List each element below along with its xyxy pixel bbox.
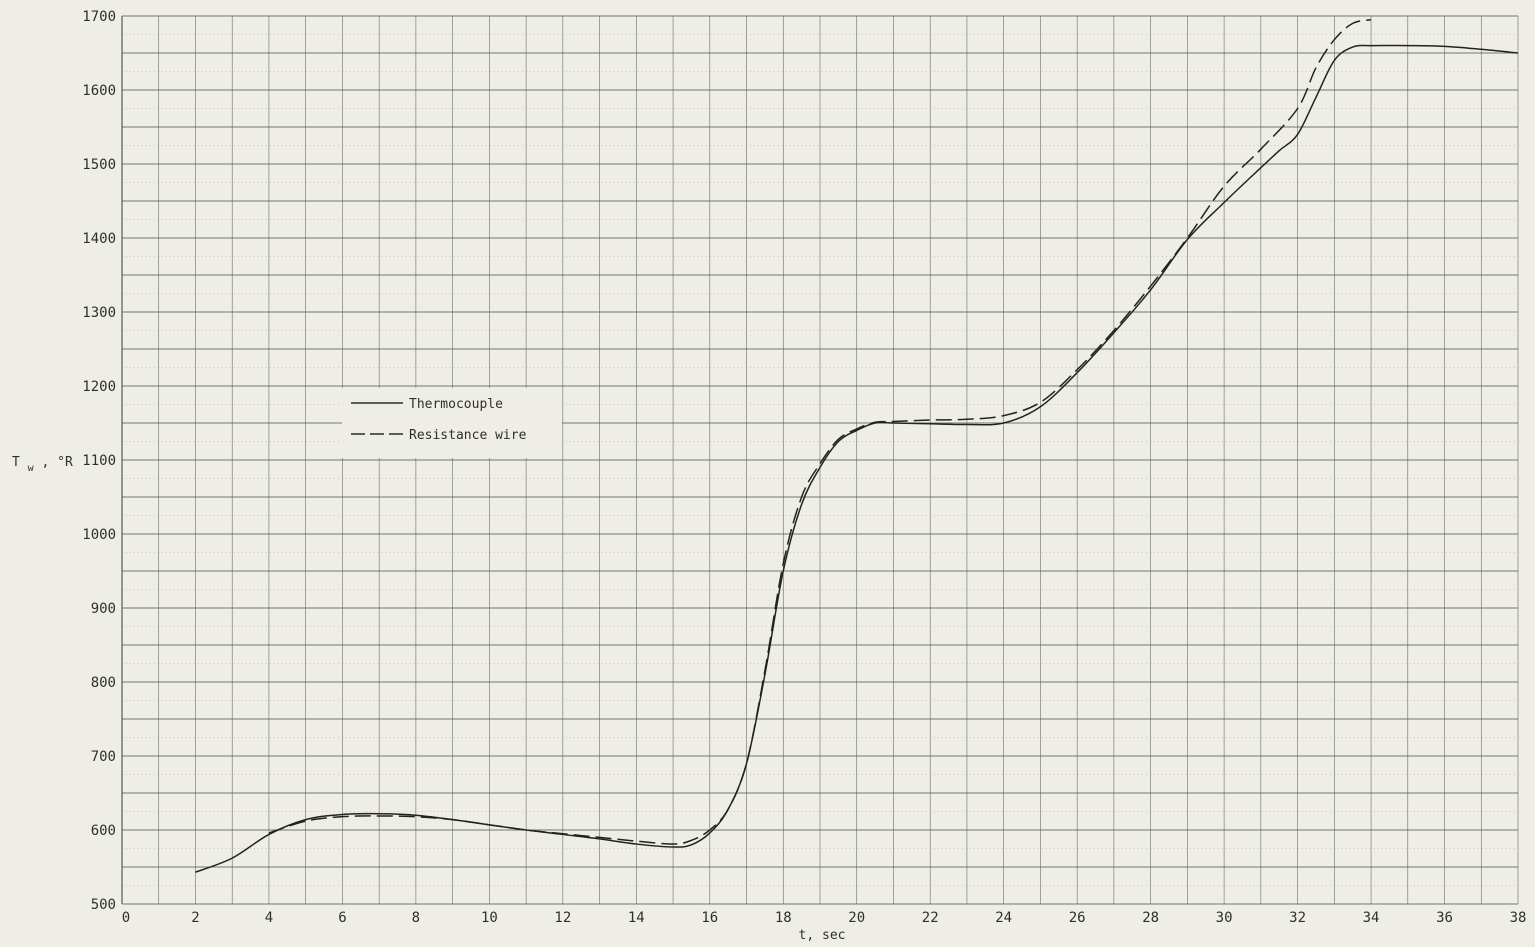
x-tick-label: 34 [1363, 910, 1380, 926]
x-tick-label: 0 [122, 910, 130, 926]
legend-label-resistance-wire: Resistance wire [409, 428, 527, 443]
y-tick-label: 900 [91, 601, 116, 617]
x-axis-title: t, sec [799, 928, 846, 943]
series-line-resistance-wire [268, 18, 1372, 845]
x-tick-labels: 0 2 4 6 8 10 12 14 16 18 20 22 24 26 28 30 32 34 36 38 [122, 910, 1527, 926]
y-tick-label: 1300 [82, 305, 116, 321]
y-tick-label: 600 [91, 823, 116, 839]
x-tick-label: 12 [554, 910, 571, 926]
y-axis-title-unit: , °R [42, 455, 73, 470]
y-tick-label: 800 [91, 675, 116, 691]
y-tick-label: 500 [91, 897, 116, 913]
x-tick-label: 26 [1069, 910, 1086, 926]
x-tick-label: 4 [265, 910, 273, 926]
x-tick-label: 30 [1216, 910, 1233, 926]
y-tick-label: 1200 [82, 379, 116, 395]
x-tick-label: 2 [191, 910, 199, 926]
legend-label-thermocouple: Thermocouple [409, 397, 503, 412]
x-tick-label: 36 [1436, 910, 1453, 926]
x-tick-label: 16 [701, 910, 718, 926]
x-tick-label: 24 [995, 910, 1012, 926]
x-tick-label: 10 [481, 910, 498, 926]
x-tick-label: 6 [338, 910, 346, 926]
legend-box [342, 388, 562, 458]
x-tick-label: 32 [1289, 910, 1306, 926]
x-tick-label: 14 [628, 910, 645, 926]
y-tick-labels: 500 600 700 800 900 1000 1100 1200 1300 1400 1500 1… [82, 9, 116, 913]
y-tick-label: 1100 [82, 453, 116, 469]
x-tick-label: 22 [922, 910, 939, 926]
x-tick-label: 28 [1142, 910, 1159, 926]
y-tick-label: 1500 [82, 157, 116, 173]
y-tick-label: 1600 [82, 83, 116, 99]
series-lines [195, 18, 1519, 873]
y-axis-title: T w , °R [12, 455, 73, 475]
y-axis-title-main: T [12, 455, 20, 470]
x-tick-label: 8 [412, 910, 420, 926]
y-tick-label: 700 [91, 749, 116, 765]
y-tick-label: 1700 [82, 9, 116, 25]
y-tick-label: 1000 [82, 527, 116, 543]
y-axis-title-subscript: w [28, 463, 35, 474]
x-tick-label: 18 [775, 910, 792, 926]
x-tick-label: 20 [848, 910, 865, 926]
y-tick-label: 1400 [82, 231, 116, 247]
x-tick-label: 38 [1510, 910, 1527, 926]
legend: Thermocouple Resistance wire [342, 388, 562, 458]
